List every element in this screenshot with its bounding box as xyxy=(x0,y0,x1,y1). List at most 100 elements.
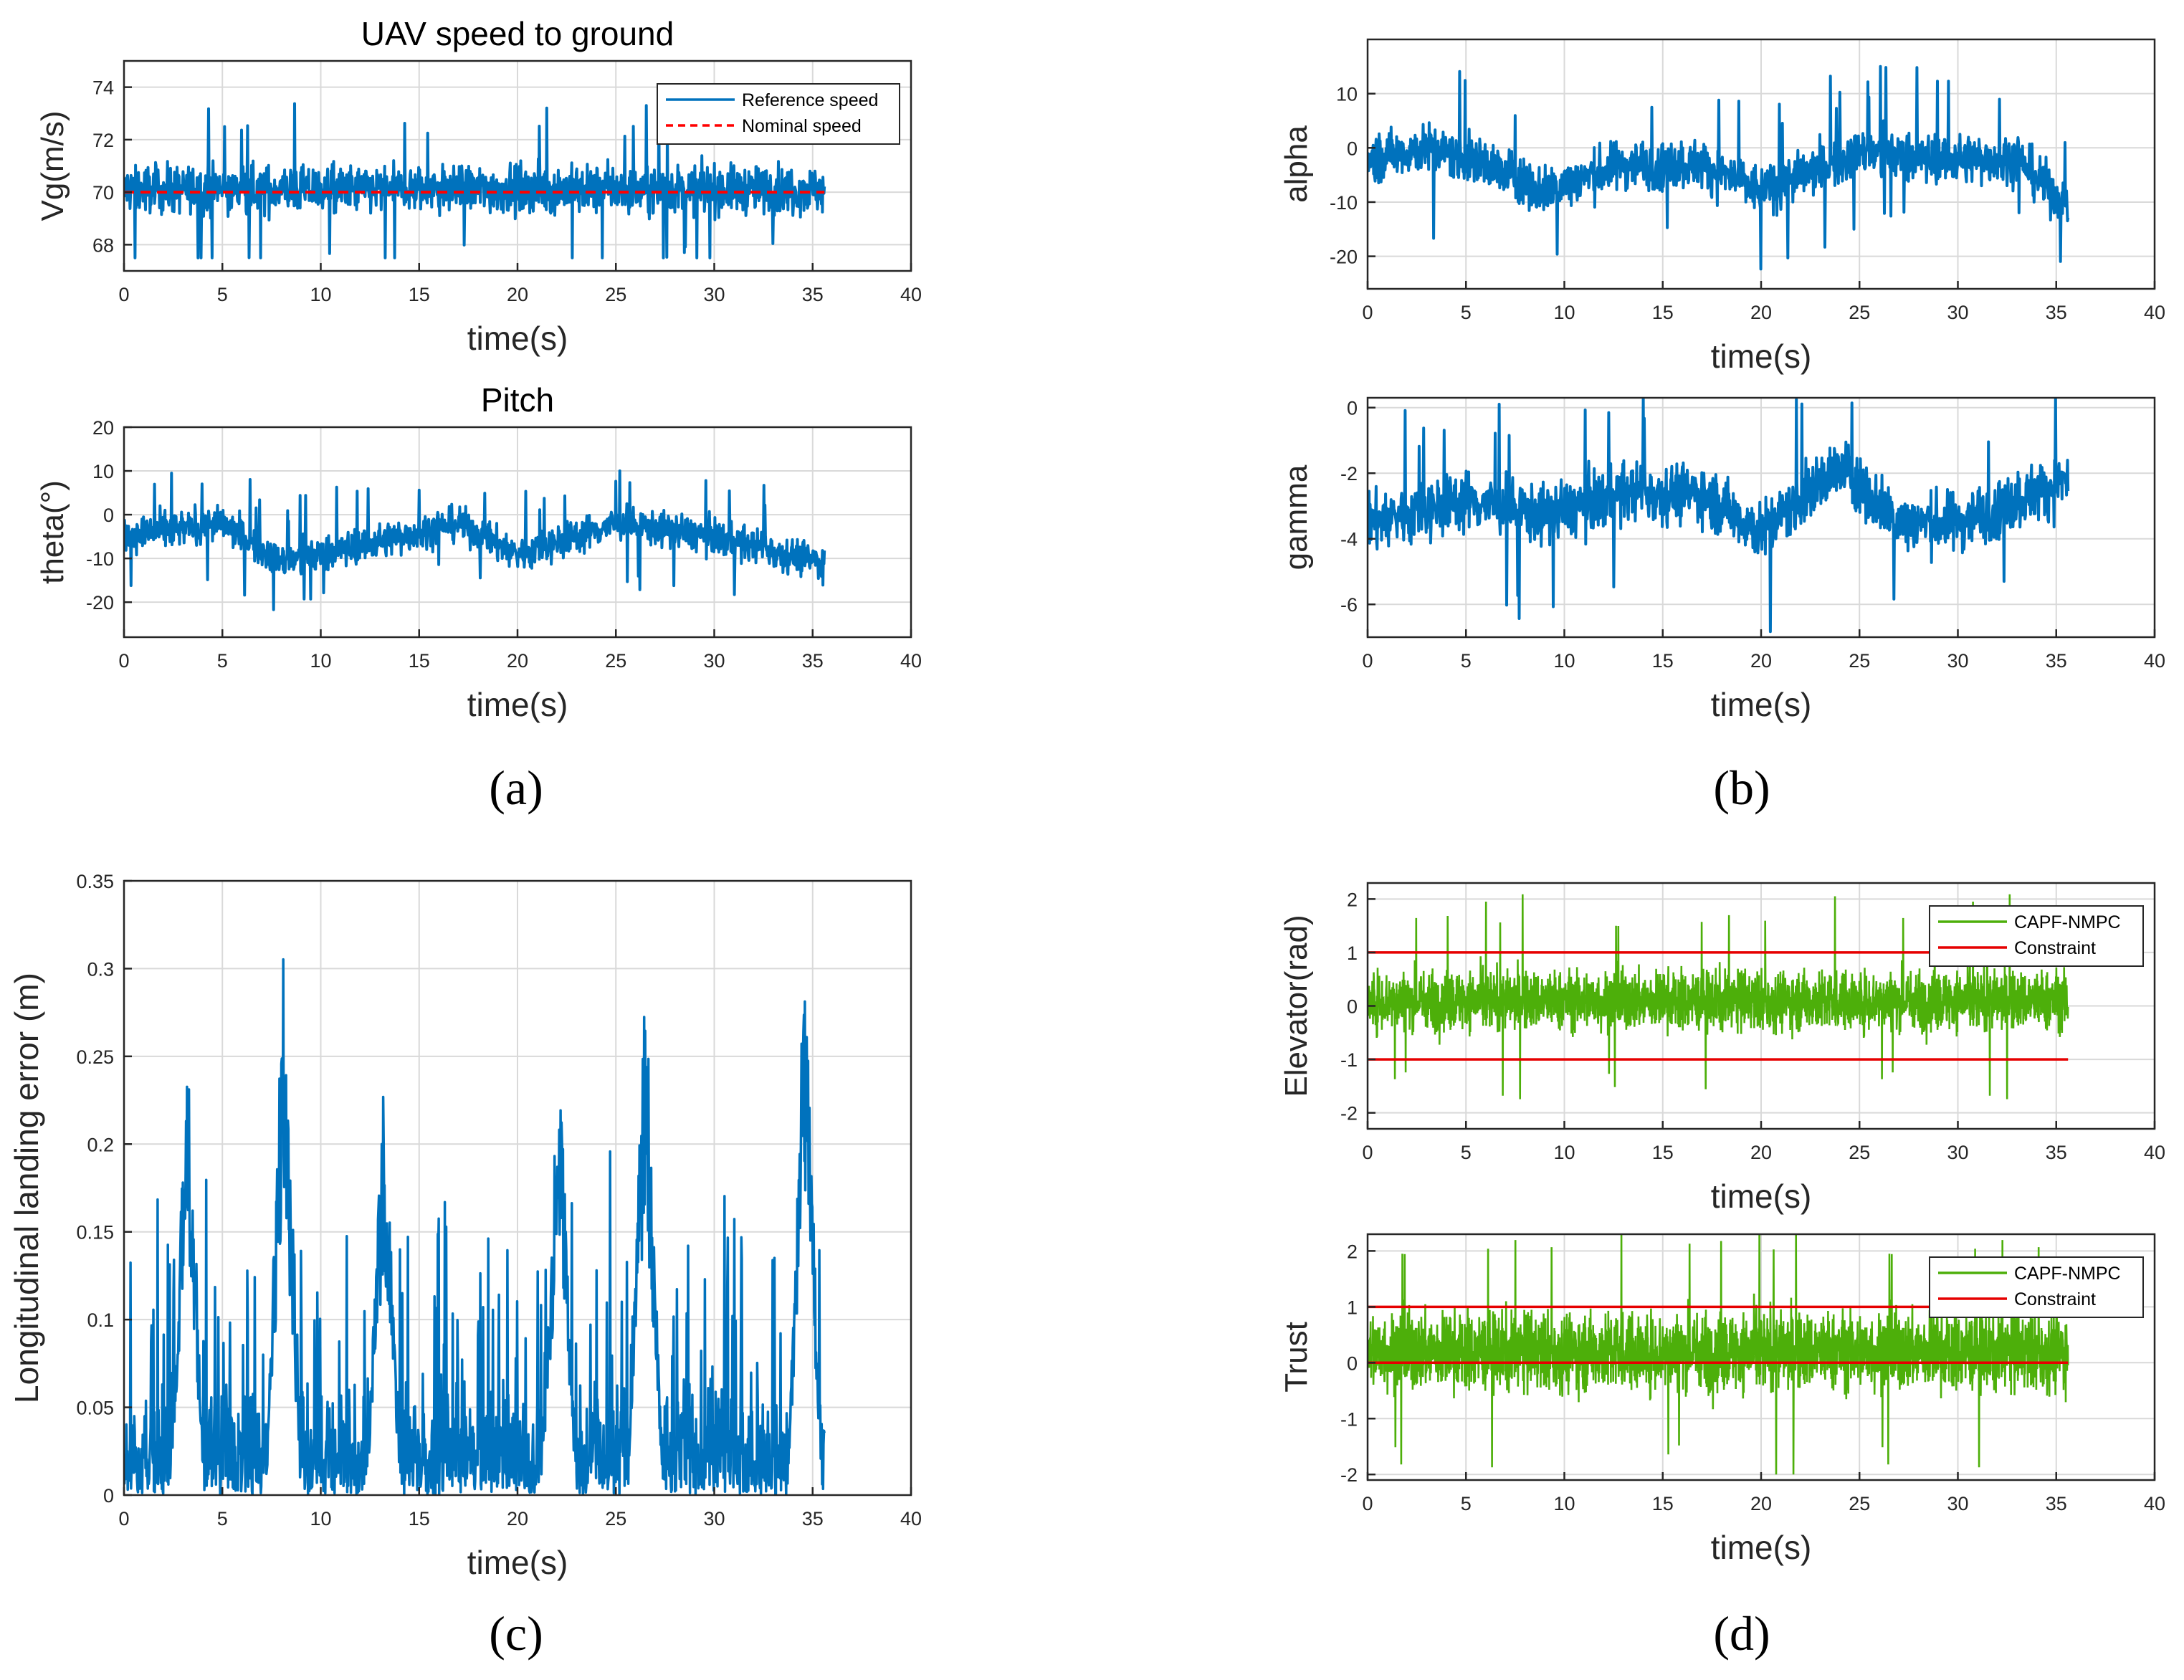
x-tick-label: 35 xyxy=(802,1508,824,1529)
y-tick-label: 0.25 xyxy=(76,1046,114,1068)
legend-label: Constraint xyxy=(2014,938,2096,958)
y-axis-label: alpha xyxy=(1279,125,1314,203)
x-tick-label: 35 xyxy=(2046,302,2067,323)
y-axis-label: gamma xyxy=(1279,464,1314,570)
y-tick-label: -4 xyxy=(1340,529,1358,550)
y-axis-label: Vg(m/s) xyxy=(35,111,70,221)
x-tick-label: 20 xyxy=(1750,1142,1772,1163)
y-tick-label: 0.35 xyxy=(76,871,114,892)
x-tick-label: 10 xyxy=(1553,302,1575,323)
panel-label-c: (c) xyxy=(489,1606,543,1661)
x-tick-label: 5 xyxy=(1461,1493,1472,1514)
x-tick-label: 0 xyxy=(118,650,129,672)
x-tick-label: 20 xyxy=(1750,1493,1772,1514)
y-tick-label: 0 xyxy=(1347,996,1358,1018)
x-tick-label: 25 xyxy=(1849,1493,1870,1514)
y-tick-label: -2 xyxy=(1340,1103,1358,1125)
x-tick-label: 5 xyxy=(217,284,228,305)
y-tick-label: 0.1 xyxy=(87,1309,114,1331)
y-tick-label: 20 xyxy=(92,417,114,439)
series-group xyxy=(124,102,826,259)
legend-box xyxy=(657,83,900,145)
x-axis-label: time(s) xyxy=(1711,338,1812,375)
x-tick-label: 30 xyxy=(1947,650,1968,672)
x-tick-label: 5 xyxy=(217,1508,228,1529)
chart-title: Pitch xyxy=(481,381,554,419)
x-tick-label: 35 xyxy=(2046,1493,2067,1514)
x-tick-label: 0 xyxy=(118,1508,129,1529)
x-axis-label: time(s) xyxy=(1711,1178,1812,1215)
x-tick-label: 20 xyxy=(507,284,528,305)
y-tick-label: 2 xyxy=(1347,889,1358,910)
y-tick-label: 0 xyxy=(1347,138,1358,159)
x-tick-label: 25 xyxy=(1849,650,1870,672)
x-tick-label: 35 xyxy=(802,284,824,305)
series-line-theta xyxy=(124,469,826,611)
y-tick-label: -6 xyxy=(1340,594,1358,616)
x-tick-label: 30 xyxy=(1947,1142,1968,1163)
chart-trust: 0 5 10 15 20 25 30 35 40 -2 -1 0 1 2 time(s) Trust CAPF-… xyxy=(1279,1233,2165,1566)
x-tick-label: 40 xyxy=(900,284,922,305)
panel-label-a: (a) xyxy=(489,760,543,815)
x-axis-label: time(s) xyxy=(1711,1529,1812,1566)
x-tick-label: 20 xyxy=(507,1508,528,1529)
x-tick-label: 30 xyxy=(1947,302,1968,323)
chart-title: UAV speed to ground xyxy=(361,15,674,52)
x-tick-label: 20 xyxy=(507,650,528,672)
x-tick-label: 15 xyxy=(409,1508,430,1529)
x-tick-label: 30 xyxy=(1947,1493,1968,1514)
y-tick-label: 0 xyxy=(1347,1352,1358,1374)
chart-gamma: 0 5 10 15 20 25 30 35 40 -6 -4 -2 0 time(s) gamma xyxy=(1279,396,2165,723)
y-tick-label: 0 xyxy=(103,1485,114,1507)
x-axis-label: time(s) xyxy=(467,1544,568,1581)
x-tick-label: 0 xyxy=(1362,1493,1373,1514)
y-tick-label: 70 xyxy=(92,182,114,204)
x-tick-label: 5 xyxy=(1461,650,1472,672)
panel-label-b: (b) xyxy=(1713,760,1770,815)
chart-alpha: 0 5 10 15 20 25 30 35 40 -20 -10 0 10 time(s) alpha xyxy=(1279,38,2165,375)
y-axis-label: Trust xyxy=(1279,1322,1314,1393)
y-tick-label: -20 xyxy=(86,592,114,614)
y-tick-label: -10 xyxy=(1330,192,1358,214)
x-tick-label: 15 xyxy=(409,284,430,305)
x-tick-label: 0 xyxy=(118,284,129,305)
y-tick-label: -1 xyxy=(1340,1408,1358,1430)
series-line-error xyxy=(124,958,826,1495)
x-tick-label: 10 xyxy=(1553,650,1575,672)
x-tick-label: 35 xyxy=(2046,650,2067,672)
x-tick-label: 15 xyxy=(409,650,430,672)
series-line-capf-nmpc xyxy=(1368,1234,2069,1475)
chart-elevator: 0 5 10 15 20 25 30 35 40 -2 -1 0 1 2 time(s) Elevator(r… xyxy=(1279,882,2165,1215)
x-tick-label: 15 xyxy=(1652,1493,1674,1514)
x-tick-label: 0 xyxy=(1362,302,1373,323)
x-tick-label: 5 xyxy=(1461,1142,1472,1163)
y-tick-label: 10 xyxy=(1336,84,1358,105)
x-tick-label: 15 xyxy=(1652,302,1674,323)
x-tick-label: 40 xyxy=(2144,650,2165,672)
y-tick-label: -2 xyxy=(1340,1464,1358,1486)
series-line-capf-nmpc xyxy=(1368,894,2069,1099)
y-tick-label: 72 xyxy=(92,130,114,151)
x-tick-label: 10 xyxy=(1553,1493,1575,1514)
y-tick-label: -2 xyxy=(1340,463,1358,485)
x-tick-label: 30 xyxy=(703,284,725,305)
legend-label: Reference speed xyxy=(742,90,878,110)
x-tick-label: 15 xyxy=(1652,1142,1674,1163)
x-tick-label: 30 xyxy=(703,650,725,672)
panel-label-d: (d) xyxy=(1713,1606,1770,1661)
x-tick-label: 40 xyxy=(900,650,922,672)
x-tick-label: 10 xyxy=(1553,1142,1575,1163)
y-tick-label: 68 xyxy=(92,234,114,256)
y-tick-label: -20 xyxy=(1330,247,1358,268)
x-tick-label: 10 xyxy=(310,284,331,305)
x-tick-label: 10 xyxy=(310,650,331,672)
x-tick-label: 35 xyxy=(802,650,824,672)
legend-box xyxy=(1929,1256,2144,1318)
x-tick-label: 5 xyxy=(1461,302,1472,323)
x-tick-label: 40 xyxy=(900,1508,922,1529)
x-tick-label: 20 xyxy=(1750,650,1772,672)
x-tick-label: 30 xyxy=(703,1508,725,1529)
x-tick-label: 0 xyxy=(1362,1142,1373,1163)
x-tick-label: 0 xyxy=(1362,650,1373,672)
chart-landing: 0 5 10 15 20 25 30 35 40 0 0.05 0.1 0.15 0.2 0.25 0.3 0.… xyxy=(8,871,922,1581)
